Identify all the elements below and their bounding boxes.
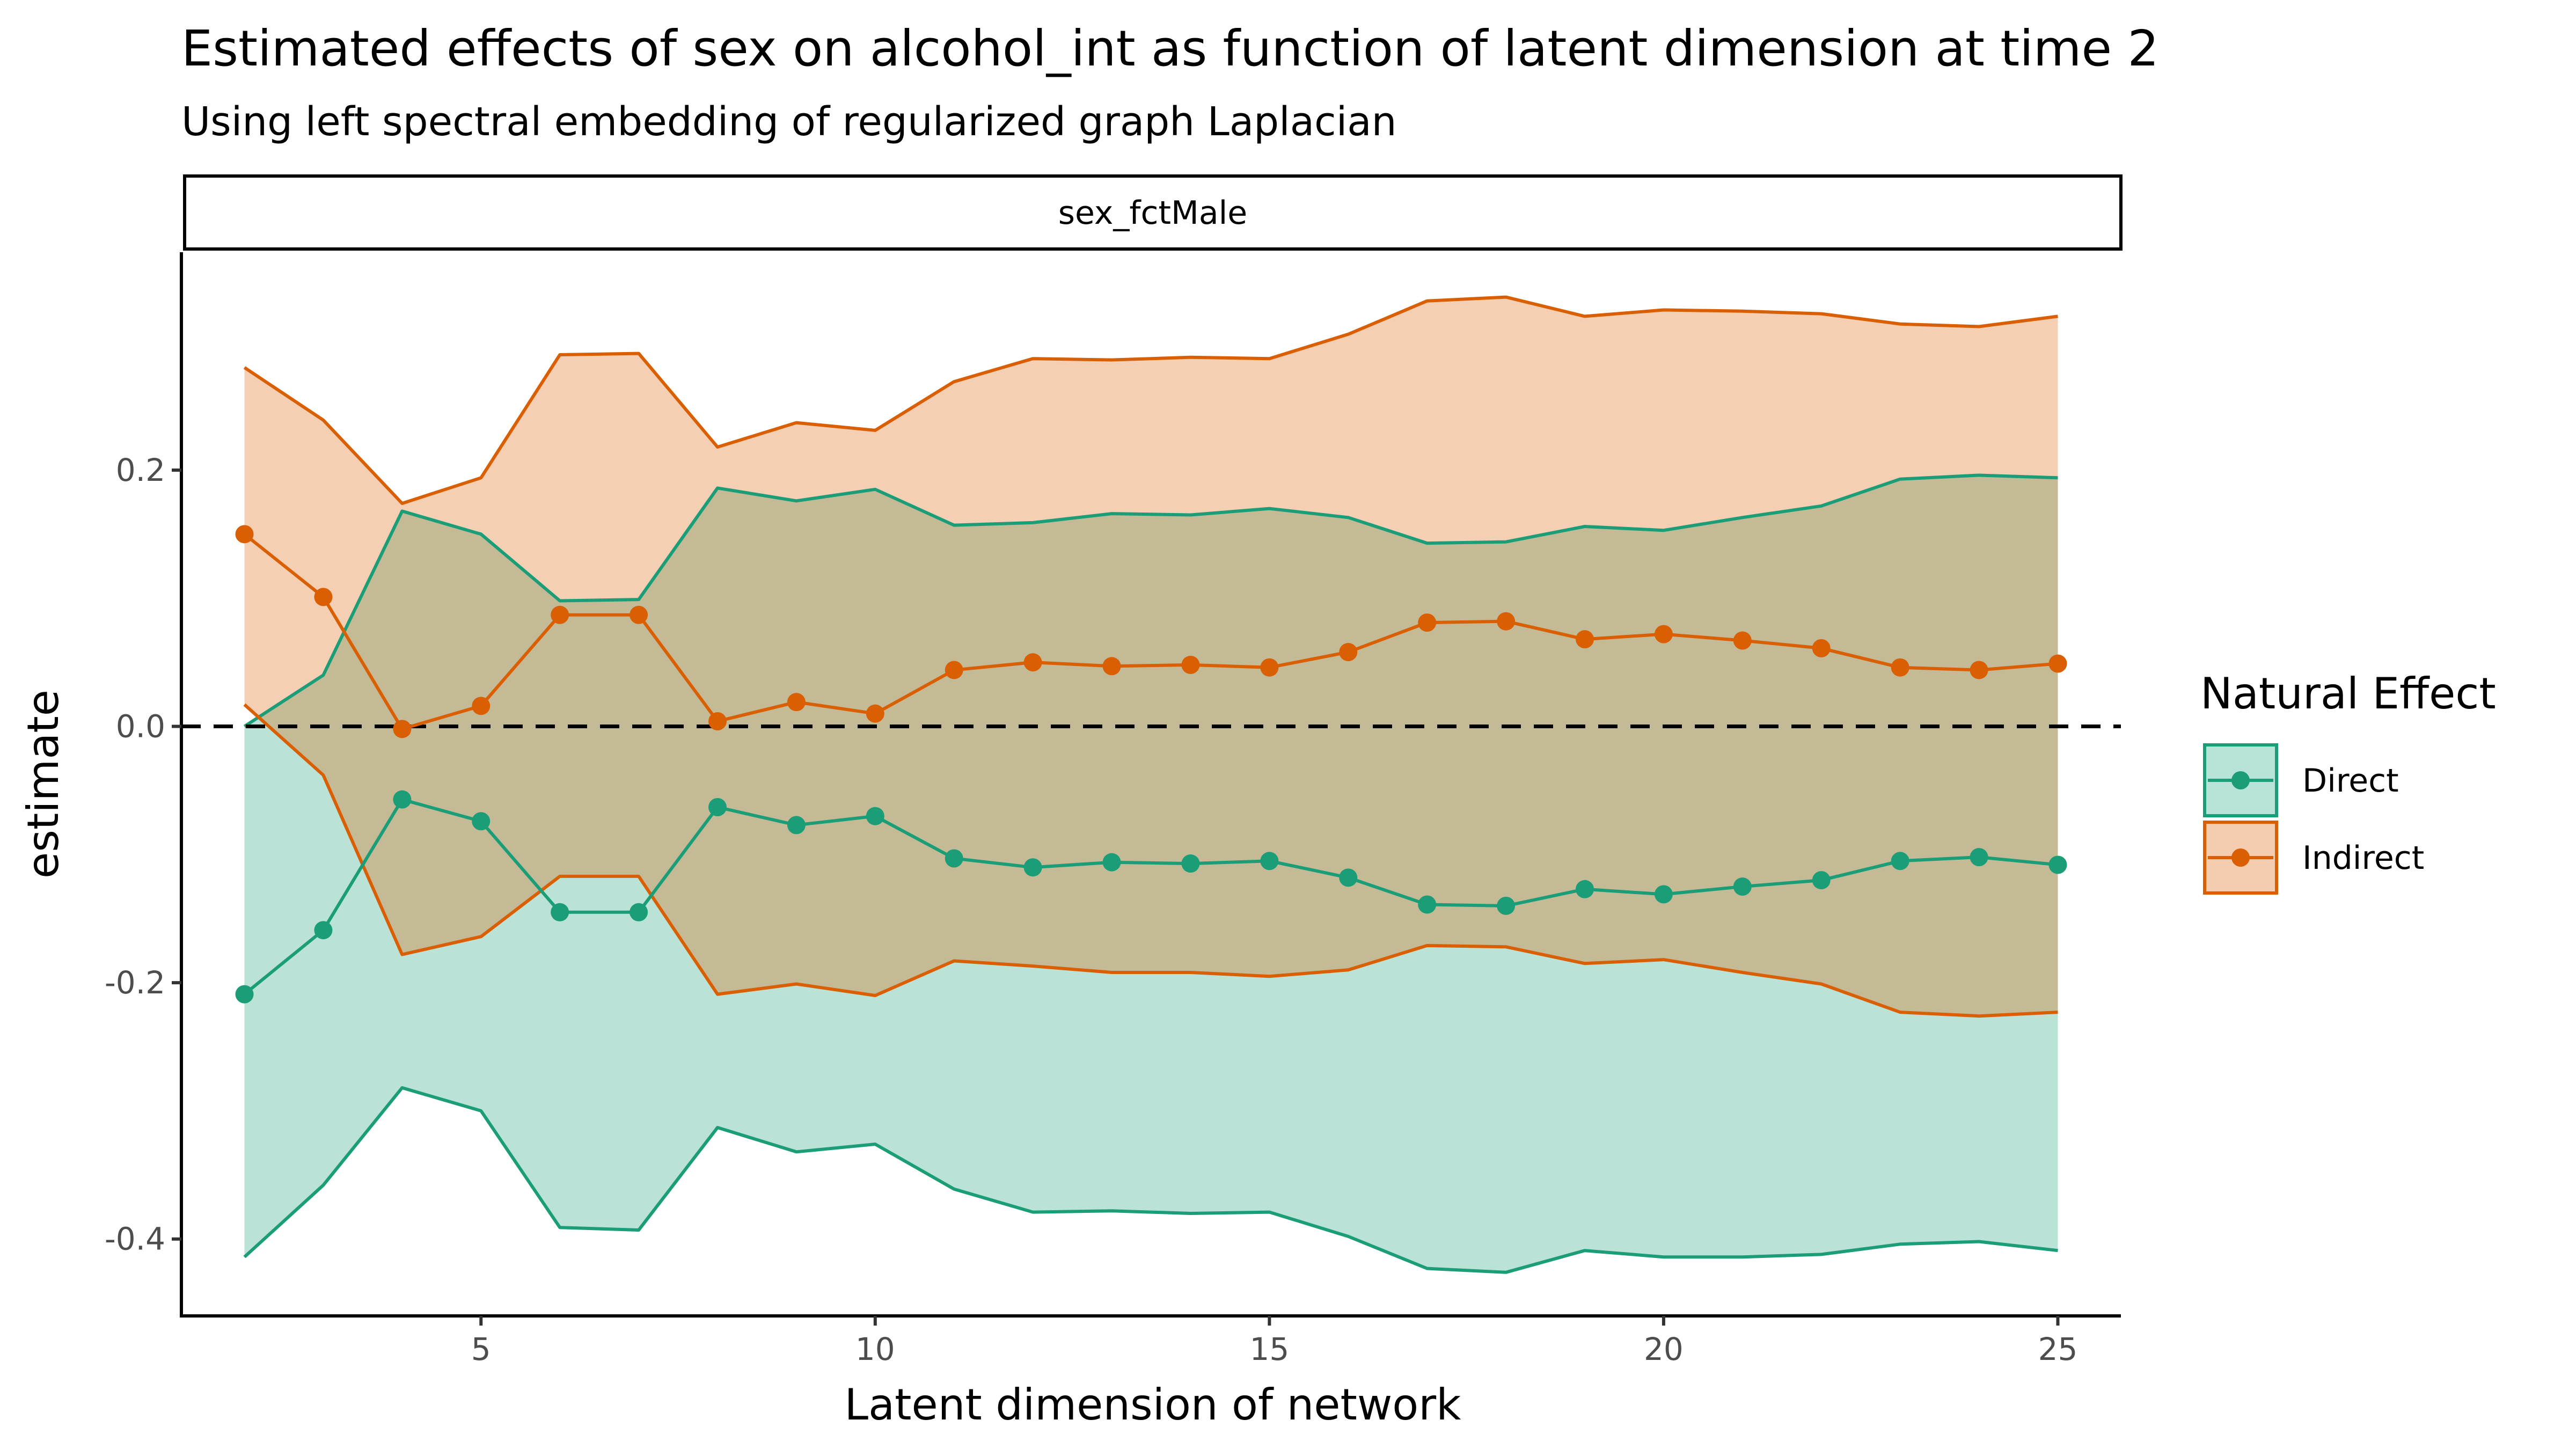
indirect-point [235,525,254,544]
chart-subtitle: Using left spectral embedding of regular… [181,99,1397,145]
direct-point [472,812,491,831]
facet-strip-label: sex_fctMale [1058,194,1247,232]
direct-point [787,816,806,835]
legend-item-indirect: Indirect [2203,821,2424,895]
indirect-point [1733,631,1752,650]
direct-estimate-line [243,797,2058,996]
chart-title: Estimated effects of sex on alcohol_int … [181,20,2159,77]
x-axis-title: Latent dimension of network [845,1380,1462,1430]
x-tick-label: 20 [1644,1331,1684,1367]
indirect-upper-bound-line [243,295,2058,505]
indirect-point [393,720,412,738]
indirect-point [1654,625,1673,643]
y-tick-label: 0.0 [116,708,165,745]
direct-point [1418,895,1437,914]
indirect-confidence-band [244,297,2058,1016]
indirect-point [866,704,884,723]
indirect-estimate-line [243,532,2058,731]
legend-key-point [2231,771,2250,789]
direct-point [393,790,412,809]
confidence-bands [244,297,2058,1272]
y-tick-label: -0.2 [105,964,165,1001]
legend-key-point [2231,848,2250,867]
direct-point [1260,852,1279,870]
x-tick-label: 5 [471,1331,491,1367]
direct-point [1891,852,1909,870]
direct-point [1733,877,1752,896]
series-lines [243,532,2058,996]
direct-point [1654,885,1673,904]
direct-point [1102,853,1121,872]
y-axis-ticks: 0.2 0.0 -0.2 -0.4 [105,452,181,1257]
direct-point [1497,896,1516,915]
direct-point [1181,854,1200,873]
indirect-point [551,605,569,624]
legend: Natural Effect Direct Indirect [2200,669,2496,895]
direct-point [2048,855,2067,874]
x-axis-ticks: 5 10 15 20 25 [471,1316,2078,1367]
indirect-point [787,693,806,712]
indirect-point [472,697,491,715]
indirect-point [1970,661,1988,679]
direct-point [1339,868,1358,887]
indirect-point [708,712,727,730]
direct-point [314,921,333,940]
direct-point [866,807,884,825]
direct-point [1576,880,1594,898]
y-tick-label: -0.4 [105,1221,165,1257]
indirect-point [1339,643,1358,662]
indirect-point [1181,655,1200,674]
confidence-band-lines [243,295,2058,1274]
x-tick-label: 15 [1249,1331,1289,1367]
indirect-point [1812,639,1831,657]
y-tick-label: 0.2 [116,452,165,488]
facet-strip-box [183,174,2123,251]
direct-confidence-band [244,475,2058,1272]
indirect-lower-bound-line [243,703,2058,1018]
y-axis-title: estimate [18,690,68,879]
indirect-point [1497,612,1516,631]
facet-strip: sex_fctMale [183,174,2123,251]
indirect-point [1418,613,1437,632]
indirect-point [314,588,333,606]
legend-label-direct: Direct [2302,762,2399,800]
x-tick-label: 25 [2038,1331,2078,1367]
direct-point [1812,871,1831,890]
direct-upper-bound-line [243,473,2058,728]
legend-items: Direct Indirect [2203,743,2424,895]
direct-point [945,849,963,868]
indirect-point [1023,653,1042,672]
indirect-point [1102,657,1121,676]
direct-point [1023,858,1042,877]
x-tick-label: 10 [855,1331,895,1367]
indirect-point [1260,658,1279,677]
direct-point [551,903,569,921]
indirect-point [1891,658,1909,677]
indirect-point [945,661,963,679]
direct-point [708,797,727,816]
indirect-point [630,605,648,624]
indirect-point [1576,630,1594,649]
direct-point [235,985,254,1004]
indirect-point [2048,654,2067,673]
legend-title: Natural Effect [2200,669,2496,719]
legend-item-direct: Direct [2203,743,2399,817]
direct-lower-bound-line [243,1086,2058,1274]
series-points [235,525,2067,1004]
direct-point [630,903,648,921]
direct-point [1970,848,1988,867]
legend-label-indirect: Indirect [2302,839,2424,877]
